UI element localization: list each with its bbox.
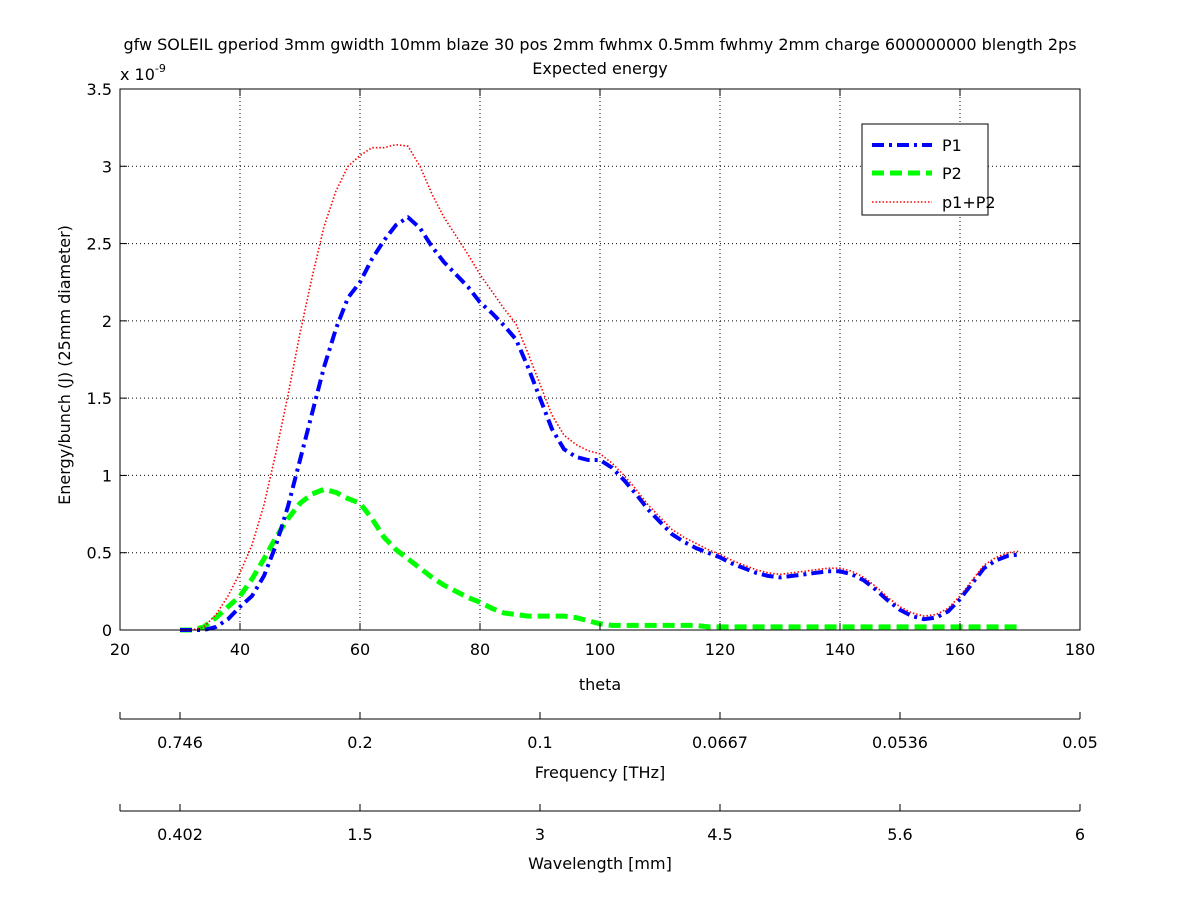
series-line-p1-p2 [180,143,1021,631]
x-tick-label: 100 [585,640,616,659]
y-tick-label: 1.5 [87,389,112,408]
secondary-axis-tick-label: 0.746 [157,733,203,752]
x-tick-label: 180 [1065,640,1096,659]
legend-label-sum: p1+P2 [942,193,996,212]
chart-subtitle: Expected energy [532,59,667,78]
secondary-axis-tick-label: 0.0536 [872,733,928,752]
secondary-axis-tick-label: 3 [535,825,545,844]
y-tick-label: 0.5 [87,544,112,563]
legend-box [861,123,989,216]
secondary-axis-title: Wavelength [mm] [528,854,672,873]
y-axis-label: Energy/bunch (J) (25mm diameter) [55,225,74,505]
y-tick-label: 2 [102,312,112,331]
legend-label-p1: P1 [942,136,962,155]
secondary-axis-tick-label: 1.5 [347,825,372,844]
wavelength-axis: 0.402 1.5 3 4.5 5.6 6 Wavelength [mm] [119,804,1085,873]
x-axis-label: theta [579,675,621,694]
y-exponent-label: x 10-9 [120,62,166,84]
legend-label-p2: P2 [942,164,962,183]
legend: P1 P2 p1+P2 [861,123,996,216]
y-tick-label: 3 [102,157,112,176]
frequency-axis: 0.746 0.2 0.1 0.0667 0.0536 0.05 Frequency [TH… [119,712,1098,782]
x-tick-label: 160 [945,640,976,659]
x-tick-label: 40 [230,640,250,659]
secondary-axis-title: Frequency [THz] [535,763,665,782]
secondary-axis-tick-label: 0.05 [1062,733,1098,752]
secondary-axis-tick-label: 6 [1075,825,1085,844]
y-tick-label: 2.5 [87,235,112,254]
x-tick-label: 60 [350,640,370,659]
y-tick-label: 3.5 [87,80,112,99]
secondary-axis-tick-label: 0.0667 [692,733,748,752]
secondary-axis-tick-label: 4.5 [707,825,732,844]
secondary-axis-tick-label: 0.1 [527,733,552,752]
x-tick-label: 80 [470,640,490,659]
secondary-axis-tick-label: 0.2 [347,733,372,752]
x-tick-label: 140 [825,640,856,659]
secondary-axis-tick-label: 0.402 [157,825,203,844]
x-tick-label: 120 [705,640,736,659]
tick-layer: 20 40 60 80 100 120 140 160 180 0 0.5 1 1.5 2 2.5 3 3.5 [87,80,1096,659]
secondary-axis-tick-label: 5.6 [887,825,912,844]
x-tick-label: 20 [110,640,130,659]
y-tick-label: 1 [102,466,112,485]
series-line-p1 [180,215,1021,632]
y-tick-label: 0 [102,621,112,640]
chart-title: gfw SOLEIL gperiod 3mm gwidth 10mm blaze… [123,35,1076,54]
